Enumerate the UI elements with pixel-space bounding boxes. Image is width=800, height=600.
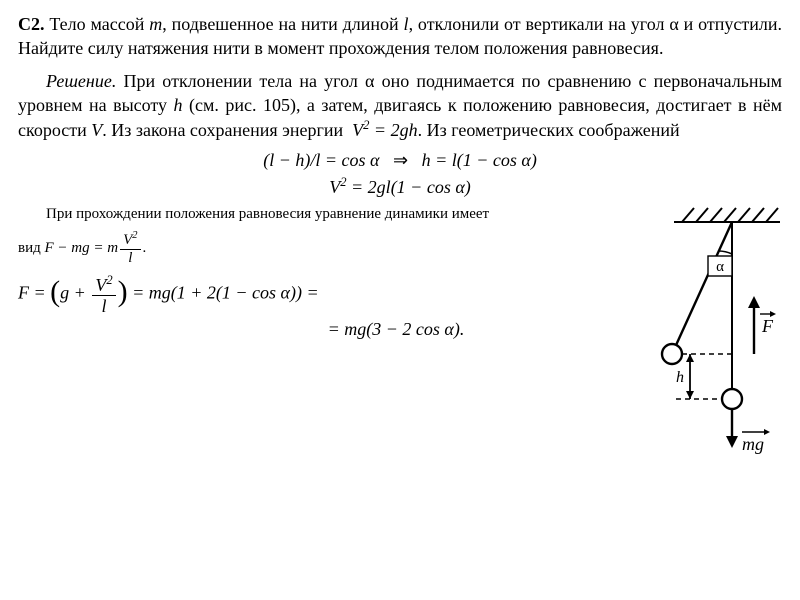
solution-text-2b: вид F − mg = mV2l.: [18, 231, 594, 266]
solution-para-1: Решение. При отклонении тела на угол α о…: [18, 69, 782, 143]
pendulum-diagram: α h F mg: [602, 204, 782, 454]
problem-text: Тело массой m, подвешенное на нити длино…: [18, 14, 782, 58]
equation-1: (l − h)/l = cos α ⇒ h = l(1 − cos α): [18, 150, 782, 171]
problem-label: С2.: [18, 14, 45, 34]
solution-heading: Решение.: [46, 71, 116, 91]
solution-text-1: При отклонении тела на угол α оно подним…: [18, 71, 782, 141]
h-label: h: [676, 369, 684, 386]
equation-3: F − mg = mV2l: [45, 240, 143, 256]
force-mg-label: mg: [742, 434, 764, 454]
equation-5: = mg(3 − 2 cos α).: [198, 319, 594, 340]
equation-4: F = (g + V2l) = mg(1 + 2(1 − cos α)) =: [18, 274, 594, 315]
alpha-label: α: [716, 259, 724, 275]
solution-text-2a: При прохождении положения равновесия ура…: [18, 204, 594, 224]
equation-2: V2 = 2gl(1 − cos α): [18, 175, 782, 198]
problem-statement: С2. Тело массой m, подвешенное на нити д…: [18, 12, 782, 61]
force-F-label: F: [761, 316, 774, 336]
